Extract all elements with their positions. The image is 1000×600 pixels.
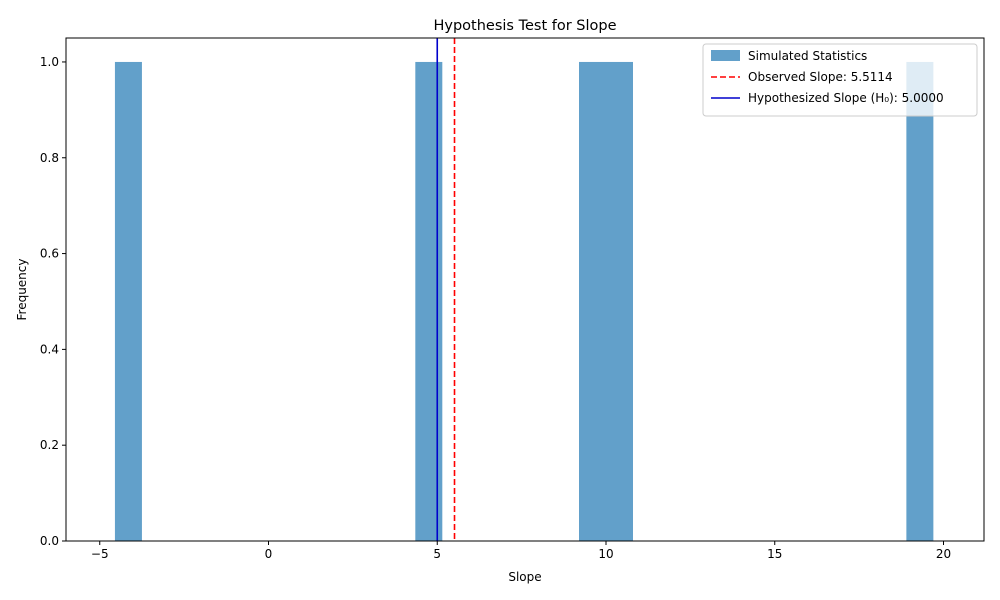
histogram-bar [606, 61, 633, 541]
plot-frame [65, 37, 985, 542]
reference-lines-layer [436, 38, 456, 541]
legend-label-observed: Observed Slope: 5.5114 [748, 70, 893, 84]
y-axis-ticks: 0.0 0.2 0.4 0.6 0.8 1.0 [40, 55, 66, 548]
x-axis-title: Slope [508, 570, 541, 584]
x-tick-label: 5 [433, 547, 441, 561]
x-tick-label: −5 [91, 547, 109, 561]
legend-label-simulated: Simulated Statistics [748, 49, 867, 63]
legend-label-hypothesized: Hypothesized Slope (H₀): 5.0000 [748, 91, 944, 105]
y-tick-label: 1.0 [40, 55, 59, 69]
y-tick-label: 0.4 [40, 342, 59, 356]
histogram-bar [579, 61, 606, 541]
x-tick-label: 10 [598, 547, 613, 561]
legend-box [702, 43, 978, 117]
histogram-bar [114, 61, 142, 541]
legend-swatch-simulated [711, 50, 740, 61]
x-tick-label: 20 [936, 547, 951, 561]
histogram-bar [906, 61, 934, 541]
bars-layer [114, 61, 934, 541]
y-tick-label: 0.2 [40, 438, 59, 452]
y-axis-title: Frequency [15, 259, 29, 321]
chart-title: Hypothesis Test for Slope [433, 18, 616, 34]
y-tick-label: 0.6 [40, 247, 59, 261]
legend: Simulated Statistics Observed Slope: 5.5… [702, 43, 978, 117]
x-tick-label: 15 [767, 547, 782, 561]
y-tick-label: 0.0 [40, 534, 59, 548]
histogram-bar [415, 61, 443, 541]
x-tick-label: 0 [265, 547, 273, 561]
y-tick-label: 0.8 [40, 151, 59, 165]
x-axis-ticks: −5 0 5 10 15 20 [91, 541, 951, 561]
